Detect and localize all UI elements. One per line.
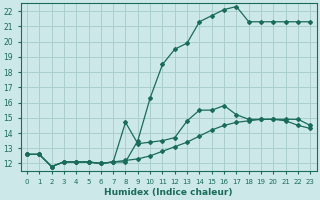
X-axis label: Humidex (Indice chaleur): Humidex (Indice chaleur) [104,188,233,197]
